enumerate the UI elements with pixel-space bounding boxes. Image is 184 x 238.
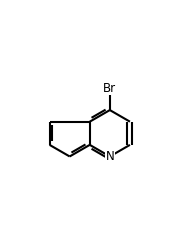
Text: Br: Br bbox=[103, 82, 116, 94]
Text: N: N bbox=[105, 150, 114, 163]
